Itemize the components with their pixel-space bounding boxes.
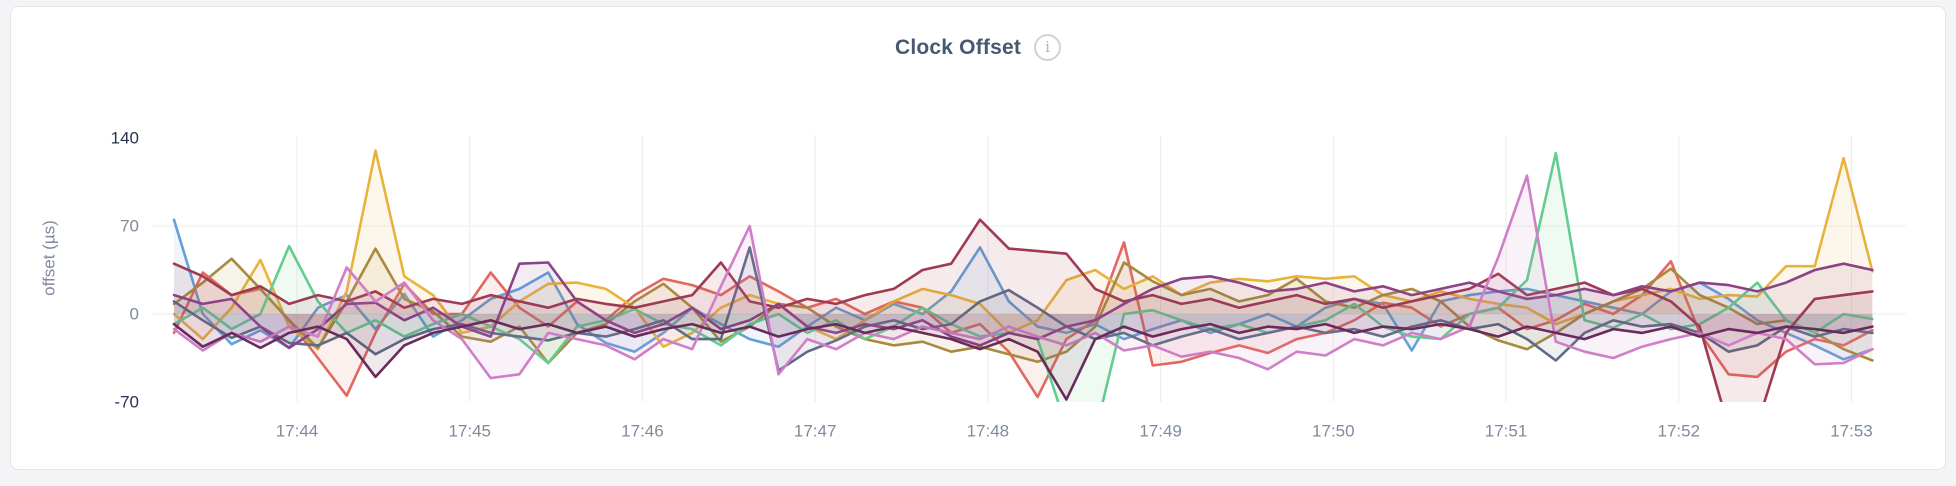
y-tick-label: 70 bbox=[120, 217, 139, 236]
y-tick-label: 140 bbox=[111, 129, 139, 148]
x-tick-label: 17:52 bbox=[1657, 422, 1700, 441]
series-area-series-7 bbox=[174, 219, 1873, 402]
x-tick-label: 17:44 bbox=[276, 422, 319, 441]
series-area-series-2 bbox=[174, 242, 1873, 397]
series-line-series-7 bbox=[172, 218, 1874, 402]
series-plot bbox=[172, 149, 1874, 402]
series-line-series-4 bbox=[172, 247, 1874, 365]
y-tick-label: -70 bbox=[114, 393, 139, 412]
series-area-series-10 bbox=[174, 314, 1873, 400]
series-line-series-10 bbox=[172, 318, 1874, 401]
x-tick-label: 17:49 bbox=[1139, 422, 1182, 441]
x-axis-labels: 17:44 17:45 17:46 17:47 17:48 17:49 17:50 17:51… bbox=[276, 422, 1873, 441]
x-tick-label: 17:53 bbox=[1830, 422, 1873, 441]
y-axis-title: offset (µs) bbox=[40, 220, 59, 296]
chart-title: Clock Offset bbox=[894, 35, 1022, 59]
series-line-series-2 bbox=[172, 241, 1874, 399]
chart-header: Clock Offset i bbox=[11, 34, 1945, 61]
x-tick-label: 17:51 bbox=[1485, 422, 1528, 441]
series-line-series-9 bbox=[172, 174, 1874, 380]
x-tick-label: 17:45 bbox=[448, 422, 491, 441]
x-tick-label: 17:47 bbox=[794, 422, 837, 441]
x-tick-label: 17:48 bbox=[967, 422, 1010, 441]
series-area-series-4 bbox=[174, 248, 1873, 363]
series-area-series-5 bbox=[174, 153, 1873, 402]
chart-card: Clock Offset i 140 70 0 -70 17:44 17:45 17:46 1… bbox=[10, 6, 1946, 470]
grid bbox=[151, 135, 1906, 402]
x-tick-label: 17:46 bbox=[621, 422, 664, 441]
series-area-series-3 bbox=[174, 150, 1873, 350]
x-tick-label: 17:50 bbox=[1312, 422, 1355, 441]
info-icon[interactable]: i bbox=[1034, 34, 1062, 61]
y-axis-labels: 140 70 0 -70 bbox=[111, 129, 139, 412]
series-area-series-6 bbox=[174, 247, 1873, 371]
series-line-series-8 bbox=[172, 261, 1874, 350]
series-area-series-1 bbox=[174, 219, 1873, 360]
y-tick-label: 0 bbox=[130, 305, 139, 324]
